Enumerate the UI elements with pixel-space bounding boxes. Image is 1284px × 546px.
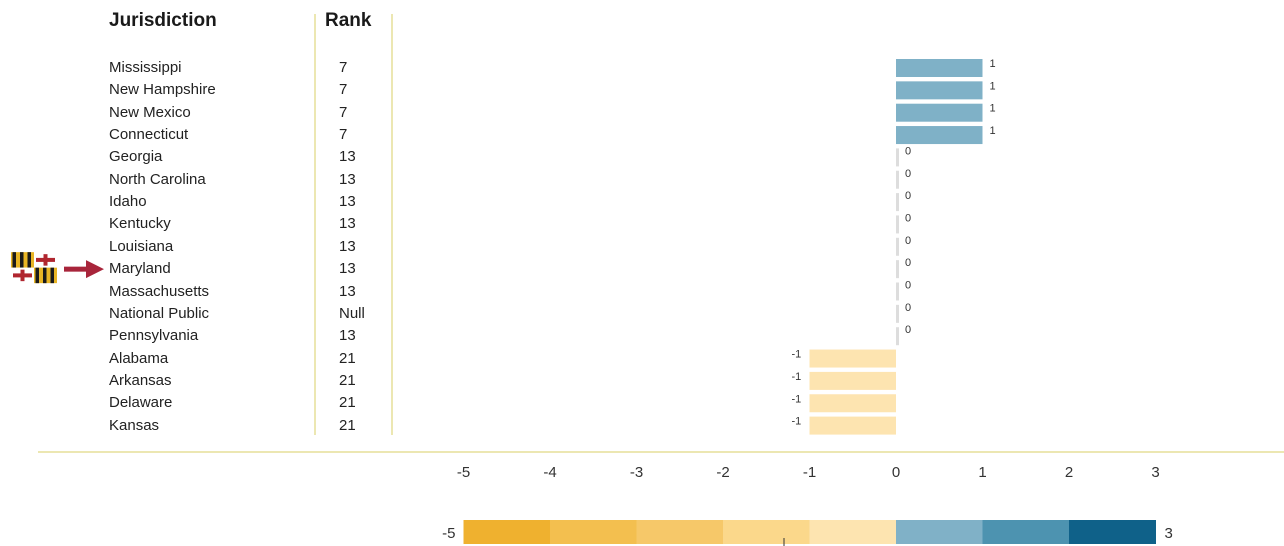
data-label: 0	[905, 145, 911, 157]
jurisdiction-name: Alabama	[109, 349, 169, 367]
jurisdiction-rank: 21	[339, 349, 356, 367]
data-label: -1	[792, 416, 802, 428]
bar	[896, 148, 899, 167]
jurisdiction-rank: 13	[339, 170, 356, 188]
x-tick-label: 0	[892, 464, 900, 481]
jurisdiction-name: Kentucky	[109, 215, 171, 233]
legend-swatch	[982, 520, 1070, 544]
rank-header: Rank	[325, 10, 372, 31]
maryland-flag-icon	[11, 252, 57, 284]
jurisdiction-name: Idaho	[109, 193, 147, 211]
bar	[896, 103, 983, 122]
jurisdiction-rank: 13	[339, 148, 356, 166]
data-label: 0	[905, 190, 911, 202]
jurisdiction-rank: 21	[339, 394, 356, 412]
data-label: 0	[905, 324, 911, 336]
jurisdiction-name: New Mexico	[109, 103, 191, 121]
jurisdiction-rank: 7	[339, 103, 348, 121]
legend-swatch	[636, 520, 724, 544]
jurisdiction-rank: 13	[339, 282, 356, 300]
bar	[896, 193, 899, 212]
jurisdiction-name: Louisiana	[109, 237, 174, 255]
data-label: 1	[990, 125, 996, 137]
bar	[896, 282, 899, 301]
jurisdiction-rank: 13	[339, 327, 356, 345]
jurisdiction-name: North Carolina	[109, 170, 206, 188]
x-tick-label: 2	[1065, 464, 1073, 481]
highlight-arrow-icon	[64, 260, 104, 279]
data-label: -1	[792, 371, 802, 383]
jurisdiction-name: Mississippi	[109, 59, 182, 76]
legend-swatch	[723, 520, 810, 544]
x-tick-label: -1	[803, 464, 816, 481]
legend-swatch	[1069, 520, 1156, 544]
jurisdiction-name: Pennsylvania	[109, 327, 199, 345]
jurisdiction-name: Delaware	[109, 394, 173, 412]
x-tick-label: -3	[630, 464, 643, 481]
bar	[896, 59, 983, 77]
bar	[896, 237, 899, 256]
bar	[896, 260, 899, 279]
jurisdiction-rank: 21	[339, 416, 356, 434]
bar	[809, 394, 896, 413]
legend-swatch	[550, 520, 637, 544]
jurisdiction-name: Massachusetts	[109, 282, 210, 300]
jurisdiction-rank: 13	[339, 260, 356, 278]
bar	[896, 81, 983, 100]
data-label: 0	[905, 257, 911, 269]
x-tick-label: -2	[716, 464, 729, 481]
x-tick-label: 1	[978, 464, 986, 481]
bar	[809, 349, 896, 368]
x-tick-label: 3	[1151, 464, 1159, 481]
bar	[896, 215, 899, 234]
legend-swatch	[896, 520, 983, 544]
rank-column-right-divider	[391, 14, 393, 435]
axis-divider	[38, 451, 1284, 453]
bar	[809, 416, 896, 435]
jurisdiction-name: Connecticut	[109, 126, 189, 144]
jurisdiction-name: Kansas	[109, 416, 160, 434]
jurisdiction-rank: 7	[339, 81, 348, 99]
jurisdiction-name: National Public	[109, 304, 210, 322]
data-label: 1	[990, 58, 996, 70]
x-tick-label: -5	[457, 464, 470, 481]
bar	[896, 170, 899, 189]
data-label: 0	[905, 168, 911, 180]
jurisdiction-rank: 13	[339, 237, 356, 255]
legend-min-label: -5	[442, 525, 455, 542]
bar	[896, 327, 899, 346]
jurisdiction-header: Jurisdiction	[109, 10, 217, 31]
data-label: -1	[792, 393, 802, 405]
jurisdiction-rank: 7	[339, 59, 348, 76]
jurisdiction-name: Arkansas	[109, 371, 172, 389]
jurisdiction-name: Maryland	[109, 260, 171, 278]
data-label: 0	[905, 212, 911, 224]
data-label: 0	[905, 235, 911, 247]
data-label: 1	[990, 103, 996, 115]
rank-column-left-divider	[314, 14, 316, 435]
jurisdiction-rank: 7	[339, 126, 348, 144]
jurisdiction-name: Georgia	[109, 148, 163, 166]
bar	[896, 304, 899, 323]
bar	[809, 371, 896, 390]
legend-max-label: 3	[1165, 525, 1173, 542]
jurisdiction-rank: 13	[339, 193, 356, 211]
jurisdiction-rank: Null	[339, 304, 365, 322]
jurisdiction-rank: 21	[339, 371, 356, 389]
jurisdiction-rank: 13	[339, 215, 356, 233]
x-tick-label: -4	[543, 464, 556, 481]
legend-swatch	[463, 520, 551, 544]
legend-swatch	[809, 520, 897, 544]
data-label: 0	[905, 280, 911, 292]
bar	[896, 126, 983, 145]
jurisdiction-name: New Hampshire	[109, 81, 216, 99]
data-label: -1	[792, 349, 802, 361]
data-label: 0	[905, 302, 911, 314]
data-label: 1	[990, 80, 996, 92]
